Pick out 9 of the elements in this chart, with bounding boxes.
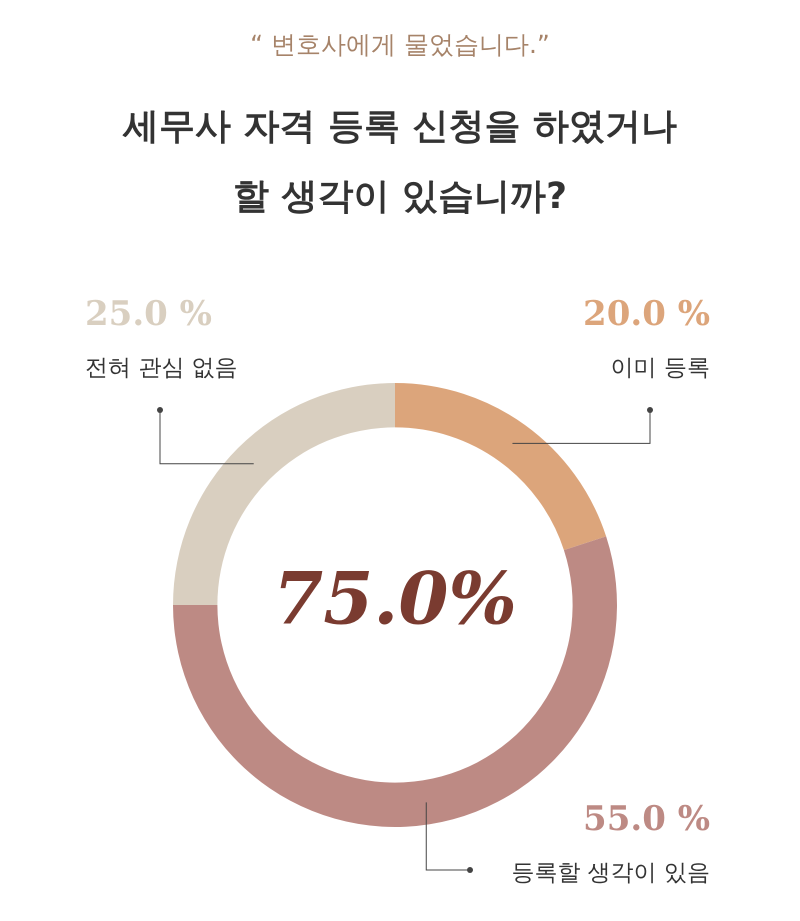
slice-label: 이미 등록 bbox=[610, 355, 710, 381]
chart-subtitle: “ 변호사에게 물었습니다.” bbox=[249, 29, 551, 61]
text: 75.0% bbox=[273, 556, 517, 641]
slice-label: 전혀 관심 없음 bbox=[85, 355, 238, 381]
data-label: 55.0 % bbox=[583, 799, 710, 839]
slice-label: 등록할 생각이 있음 bbox=[511, 860, 710, 886]
data-label: 25.0 % bbox=[85, 294, 212, 334]
data-label: 20.0 % bbox=[583, 294, 710, 334]
chart-title: 세무사 자격 등록 신청을 하였거나 할 생각이 있습니까? bbox=[122, 105, 678, 219]
